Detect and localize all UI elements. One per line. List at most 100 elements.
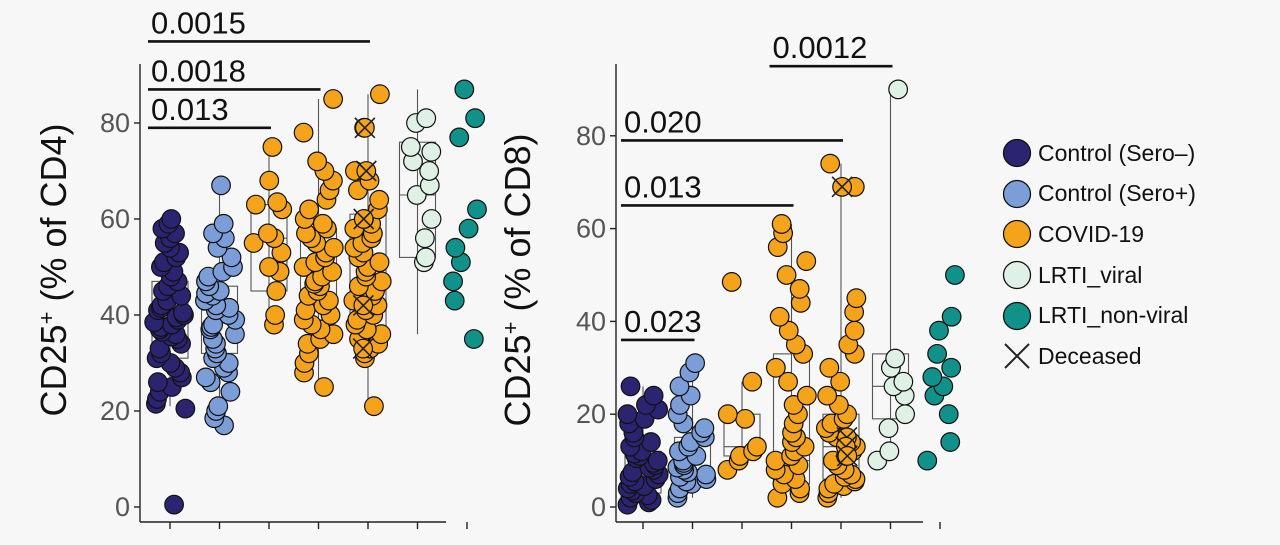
legend-marker	[1002, 260, 1032, 290]
cd8-point	[647, 450, 668, 471]
cd8-y-tick-label: 80	[576, 121, 606, 151]
cd8-point	[778, 371, 798, 392]
legend-swatch-lrti-viral	[1002, 260, 1032, 290]
legend-label: COVID-19	[1038, 220, 1145, 247]
cd8-point	[819, 357, 840, 378]
cd8-point	[940, 432, 961, 452]
cd4-point	[259, 170, 280, 191]
cd4-point	[370, 84, 390, 105]
cd8-y-label: CD25+ (% of CD8)	[497, 134, 538, 427]
cd8-point	[941, 357, 962, 378]
cd8-point	[778, 320, 799, 341]
cd8-y-tick-label: 0	[591, 492, 606, 522]
cd8-y-tick-label: 20	[576, 399, 606, 429]
cd4-point	[463, 329, 484, 349]
y-label-sup: +	[34, 312, 59, 325]
legend-swatch-sero-pos	[1002, 179, 1032, 209]
legend-item-lrti-nonviral: LRTI_non-viral	[1002, 295, 1196, 336]
cd4-point	[312, 213, 333, 234]
cd8-sig-label: 0.020	[624, 104, 702, 139]
cd8-sig-label: 0.0012	[773, 30, 868, 65]
cd8-point	[685, 353, 706, 374]
cd8-point	[927, 343, 948, 364]
cd8-point	[878, 418, 899, 439]
cd8-point	[771, 214, 792, 234]
cd8-point	[765, 357, 786, 378]
legend-item-lrti-viral: LRTI_viral	[1002, 255, 1196, 296]
cd4-point	[213, 213, 234, 234]
cd4-point	[259, 257, 279, 277]
cd4-point	[458, 218, 479, 239]
legend-item-control-sero-neg: Control (Sero–)	[1002, 133, 1196, 174]
y-label-main: CD25	[33, 324, 74, 416]
cd8-sig-label: 0.023	[624, 304, 702, 339]
cd8-point	[796, 251, 817, 271]
cd8-deceased-cross	[831, 176, 853, 198]
cd4-deceased-cross	[353, 208, 375, 230]
cd4-point	[444, 290, 465, 311]
cd4-deceased-cross	[355, 160, 377, 182]
cd4-point	[421, 141, 442, 162]
cd8-point	[776, 265, 797, 285]
cd4-point	[416, 108, 437, 129]
cd8-point	[885, 348, 906, 369]
cd4-point	[211, 175, 231, 196]
cd8-point	[938, 404, 959, 425]
cd8-point	[747, 436, 767, 457]
legend-dot	[1002, 179, 1032, 209]
y-label-main: CD25	[497, 334, 538, 426]
cd8-point	[895, 404, 915, 425]
legend-marker	[1002, 220, 1032, 249]
cd4-sig-label: 0.0018	[151, 53, 246, 88]
legend-label: Control (Sero–)	[1038, 139, 1196, 166]
cd4-point	[266, 281, 287, 301]
legend-label: Control (Sero+)	[1038, 180, 1196, 207]
cd8-point	[769, 306, 790, 327]
cd8-sig-label: 0.013	[624, 169, 702, 204]
cd8-point	[735, 408, 756, 429]
cd4-point	[465, 108, 486, 129]
legend-label: LRTI_non-viral	[1038, 302, 1189, 329]
cd8-point	[922, 367, 943, 387]
cd4-sig-label: 0.0015	[151, 5, 246, 40]
legend-dot	[1002, 220, 1032, 249]
cd4-point	[265, 305, 286, 325]
cd8-point	[929, 320, 949, 341]
legend-dot	[1002, 139, 1032, 168]
cd8-point	[620, 376, 641, 397]
cd4-point	[443, 271, 463, 292]
legend-dot	[1002, 260, 1032, 290]
cd4-sig-label: 0.013	[151, 92, 229, 127]
cd4-y-label: CD25+ (% of CD4)	[33, 124, 74, 417]
cd8-point	[641, 432, 661, 452]
cd8-point	[893, 371, 914, 392]
cd8-point	[696, 464, 716, 485]
cd4-y-tick-label: 0	[115, 492, 130, 522]
cd8-point	[844, 320, 865, 341]
cd4-y-tick-label: 40	[100, 300, 130, 330]
cd4-deceased-cross	[352, 294, 374, 316]
cd8-point	[717, 404, 738, 425]
y-label-rest: (% of CD4)	[33, 124, 74, 312]
legend-swatch-lrti-nonviral	[1002, 301, 1032, 331]
legend: Control (Sero–) Control (Sero+) COVID-19…	[1002, 133, 1196, 377]
cd4-point	[414, 228, 435, 249]
legend-swatch-deceased	[1002, 341, 1032, 371]
cd4-point	[262, 137, 283, 157]
cd4-point	[467, 199, 487, 220]
cd4-point	[307, 151, 328, 172]
cd4-point	[245, 194, 266, 215]
cd8-point	[721, 272, 742, 292]
cd4-point	[195, 367, 216, 388]
cd4-point	[364, 396, 384, 417]
cd8-point	[742, 371, 763, 392]
cd4-point	[221, 247, 242, 268]
cd4-point	[161, 209, 182, 229]
cd4-point	[267, 192, 288, 213]
cd4-point	[257, 223, 278, 244]
cd8-point	[945, 265, 965, 285]
cd4-point	[369, 189, 390, 210]
legend-marker	[1002, 139, 1032, 168]
cd8-point	[917, 450, 938, 471]
